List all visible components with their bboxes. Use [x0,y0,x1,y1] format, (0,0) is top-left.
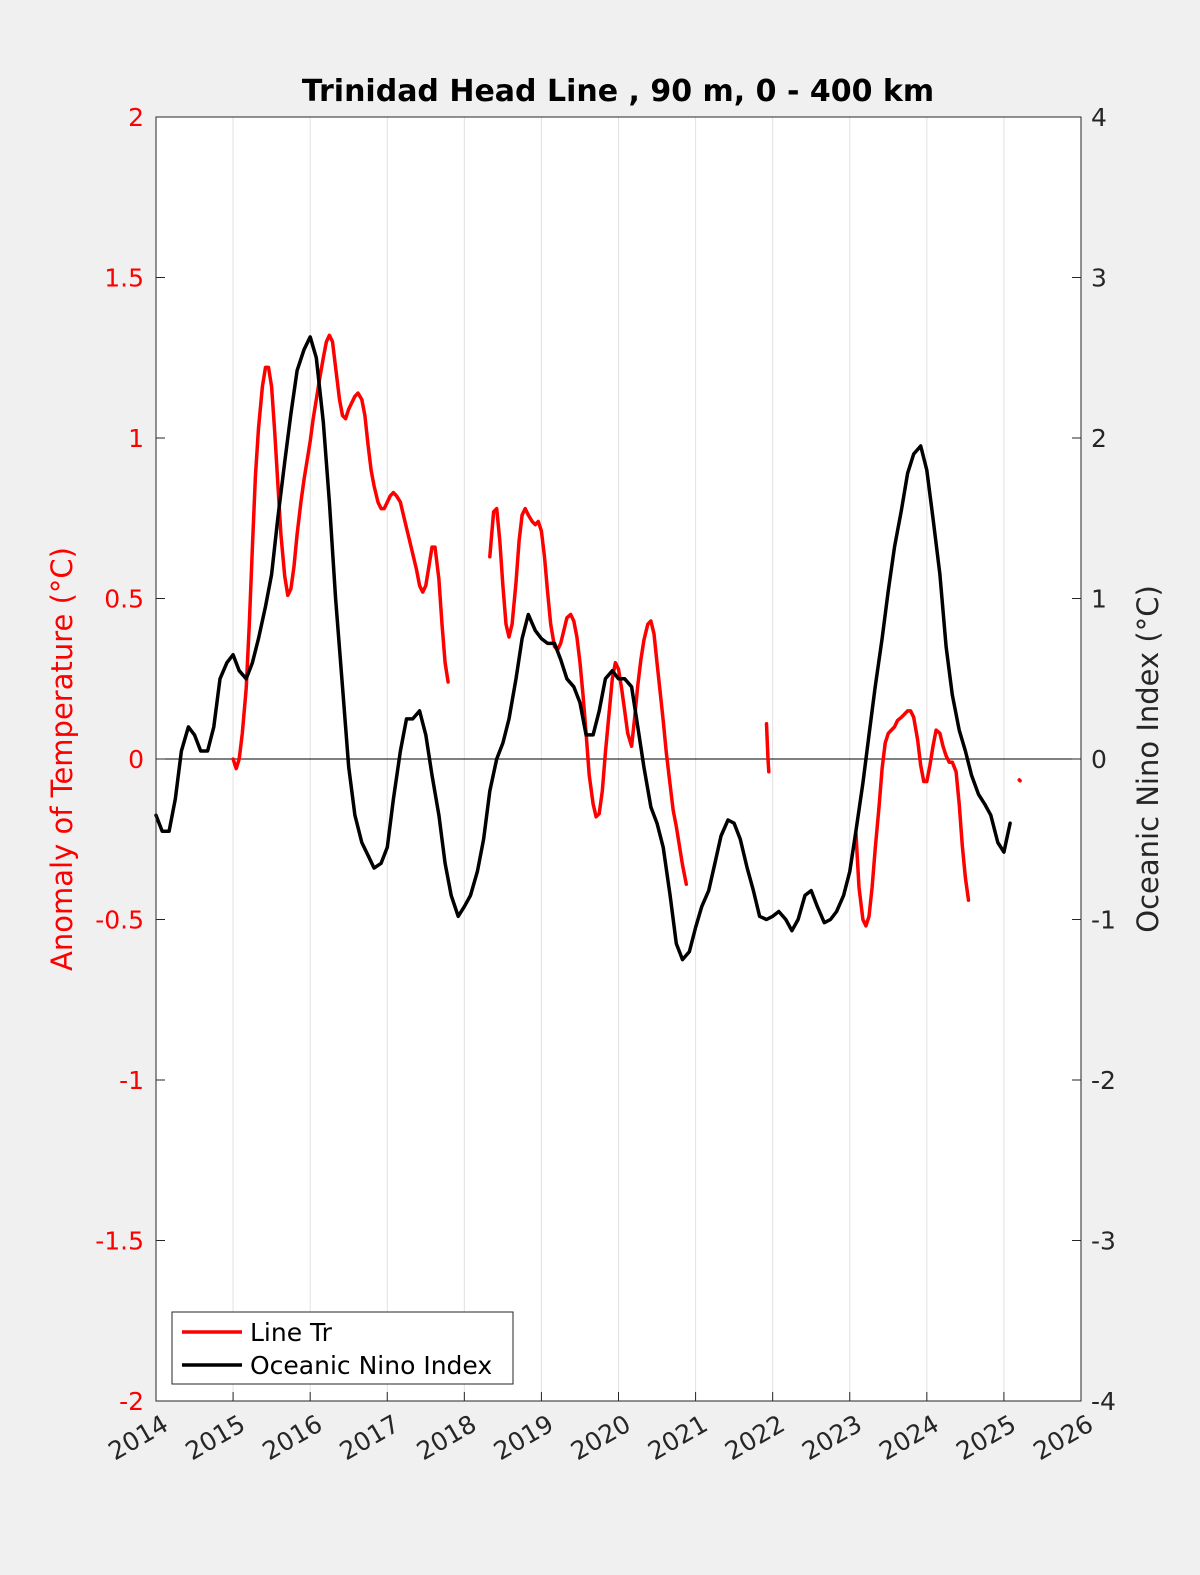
y-right-tick-label: -1 [1091,906,1116,935]
y-right-tick-label: 0 [1091,745,1107,774]
oni-line-0 [154,335,1012,962]
legend-box [171,1311,514,1385]
y-left-tick-label: 0 [128,745,144,774]
y-left-tick-label: -1 [119,1066,144,1095]
legend: Line Tr Oceanic Nino Index [171,1311,514,1385]
chart-title: Trinidad Head Line , 90 m, 0 - 400 km [302,74,934,109]
y-right-tick-label: 3 [1091,264,1107,293]
y-left-tick-label: 1.5 [104,264,144,293]
legend-label-line-tr: Line Tr [250,1318,333,1347]
line-tr-segment-3 [854,709,971,928]
y-left-tick-label: 2 [128,103,144,132]
y-left-tick-label: -0.5 [95,906,144,935]
y-right-tick-label: -4 [1091,1387,1116,1416]
y-right-tick-label: 2 [1091,424,1107,453]
line-tr-segment-1 [488,506,689,886]
line-tr-segment-0 [231,333,450,771]
y-axis-left-label: Anomaly of Temperature (°C) [45,547,79,971]
y-right-tick-label: 1 [1091,585,1107,614]
y-left-tick-label: 1 [128,424,144,453]
y-right-tick-label: 4 [1091,103,1107,132]
y-axis-right-label: Oceanic Nino Index (°C) [1131,585,1165,933]
y-axis-left: 2 1.5 1 0.5 0 -0.5 -1 -1.5 -2 [95,103,165,1416]
line-tr-segment-4 [1017,778,1022,783]
y-left-tick-label: -1.5 [95,1227,144,1256]
line-tr-segment-2 [764,721,771,774]
legend-label-oni: Oceanic Nino Index [250,1351,492,1380]
series-layer [154,333,1022,962]
y-axis-right: 4 3 2 1 0 -1 -2 -3 -4 [1072,103,1116,1416]
y-right-tick-label: -3 [1091,1227,1116,1256]
y-left-tick-label: -2 [119,1387,144,1416]
y-right-tick-label: -2 [1091,1066,1116,1095]
y-left-tick-label: 0.5 [104,585,144,614]
